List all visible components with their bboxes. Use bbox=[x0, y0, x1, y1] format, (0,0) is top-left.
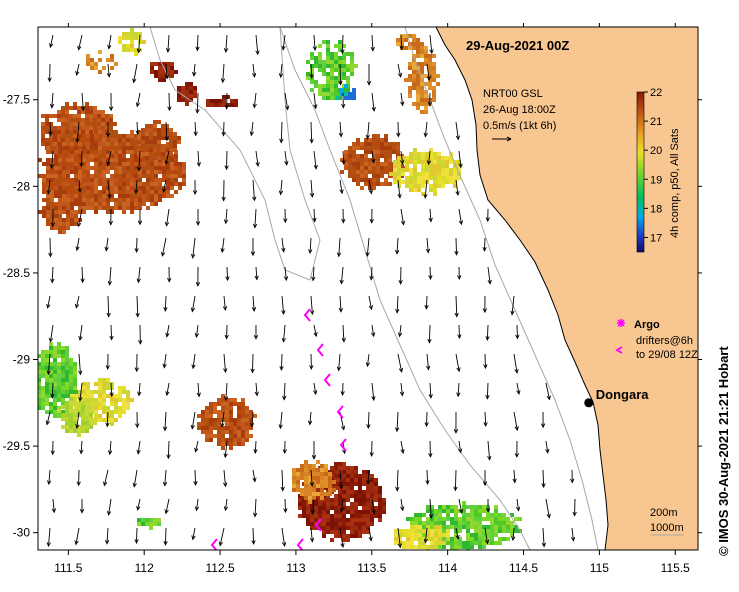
lat-tick-label: -29 bbox=[13, 353, 31, 367]
city-label: Dongara bbox=[596, 387, 650, 402]
product-line2: 26-Aug 18:00Z bbox=[483, 104, 556, 116]
lat-tick-label: -29.5 bbox=[3, 439, 31, 453]
colorbar-ticks: 22 21 20 19 18 17 bbox=[644, 87, 662, 244]
colorbar: 22 21 20 19 18 17 4h comp, p50, All Sats bbox=[636, 87, 681, 253]
lat-tick-label: -27.5 bbox=[3, 93, 31, 107]
isobath-200m bbox=[404, 27, 599, 550]
colorbar-tick-label: 18 bbox=[650, 203, 662, 215]
lon-tick-label: 111.5 bbox=[54, 561, 83, 575]
bathymetry-legend: 200m 1000m bbox=[650, 507, 684, 536]
argo-marker bbox=[617, 319, 625, 327]
bathy-200m: 200m bbox=[650, 507, 678, 519]
lon-tick-label: 114 bbox=[438, 561, 457, 575]
longitude-axis: 111.5 112 112.5 113 113.5 114 114.5 115 115.5 bbox=[54, 23, 690, 575]
lat-tick-label: -28.5 bbox=[3, 266, 31, 280]
lon-tick-label: 114.5 bbox=[509, 561, 538, 575]
lon-tick-label: 113.5 bbox=[357, 561, 386, 575]
lon-tick-label: 112 bbox=[135, 561, 154, 575]
drifters-label-1: drifters@6h bbox=[636, 335, 693, 347]
lon-tick-label: 115 bbox=[590, 561, 609, 575]
credit-text: © IMOS 30-Aug-2021 21:21 Hobart bbox=[716, 346, 731, 556]
coastline-land bbox=[435, 27, 698, 550]
latitude-axis: -27.5 -28 -28.5 -29 -29.5 -30 bbox=[3, 93, 702, 540]
bathy-1000m: 1000m bbox=[650, 522, 684, 534]
product-line3: 0.5m/s (1kt 6h) bbox=[483, 120, 556, 132]
colorbar-tick-label: 19 bbox=[650, 174, 662, 186]
colorbar-title: 4h comp, p50, All Sats bbox=[669, 128, 681, 238]
colorbar-tick-label: 21 bbox=[650, 116, 662, 128]
lat-tick-label: -30 bbox=[13, 526, 31, 540]
lat-tick-label: -28 bbox=[13, 179, 31, 193]
lon-tick-label: 115.5 bbox=[661, 561, 690, 575]
lon-tick-label: 112.5 bbox=[205, 561, 234, 575]
isobath-shelf-west bbox=[149, 27, 321, 281]
argo-legend: Argo drifters@6h to 29/08 12Z bbox=[615, 319, 698, 361]
drifters-label-2: to 29/08 12Z bbox=[636, 349, 698, 361]
colorbar-gradient bbox=[636, 91, 645, 253]
dongara-marker: Dongara bbox=[584, 387, 649, 408]
colorbar-tick-label: 17 bbox=[650, 232, 662, 244]
isobath-1000m bbox=[279, 27, 531, 550]
argo-drifters bbox=[210, 308, 347, 550]
colorbar-tick-label: 20 bbox=[650, 145, 662, 157]
product-line1: NRT00 GSL bbox=[483, 88, 543, 100]
map-title: 29-Aug-2021 00Z bbox=[466, 38, 569, 53]
lon-tick-label: 113 bbox=[286, 561, 305, 575]
product-info: NRT00 GSL 26-Aug 18:00Z 0.5m/s (1kt 6h) bbox=[483, 88, 556, 142]
city-dot bbox=[584, 398, 594, 408]
colorbar-tick-label: 22 bbox=[650, 87, 662, 99]
argo-label: Argo bbox=[634, 319, 660, 331]
plot-frame bbox=[37, 26, 699, 551]
current-vectors bbox=[45, 34, 577, 549]
drifter-marker bbox=[615, 346, 623, 354]
